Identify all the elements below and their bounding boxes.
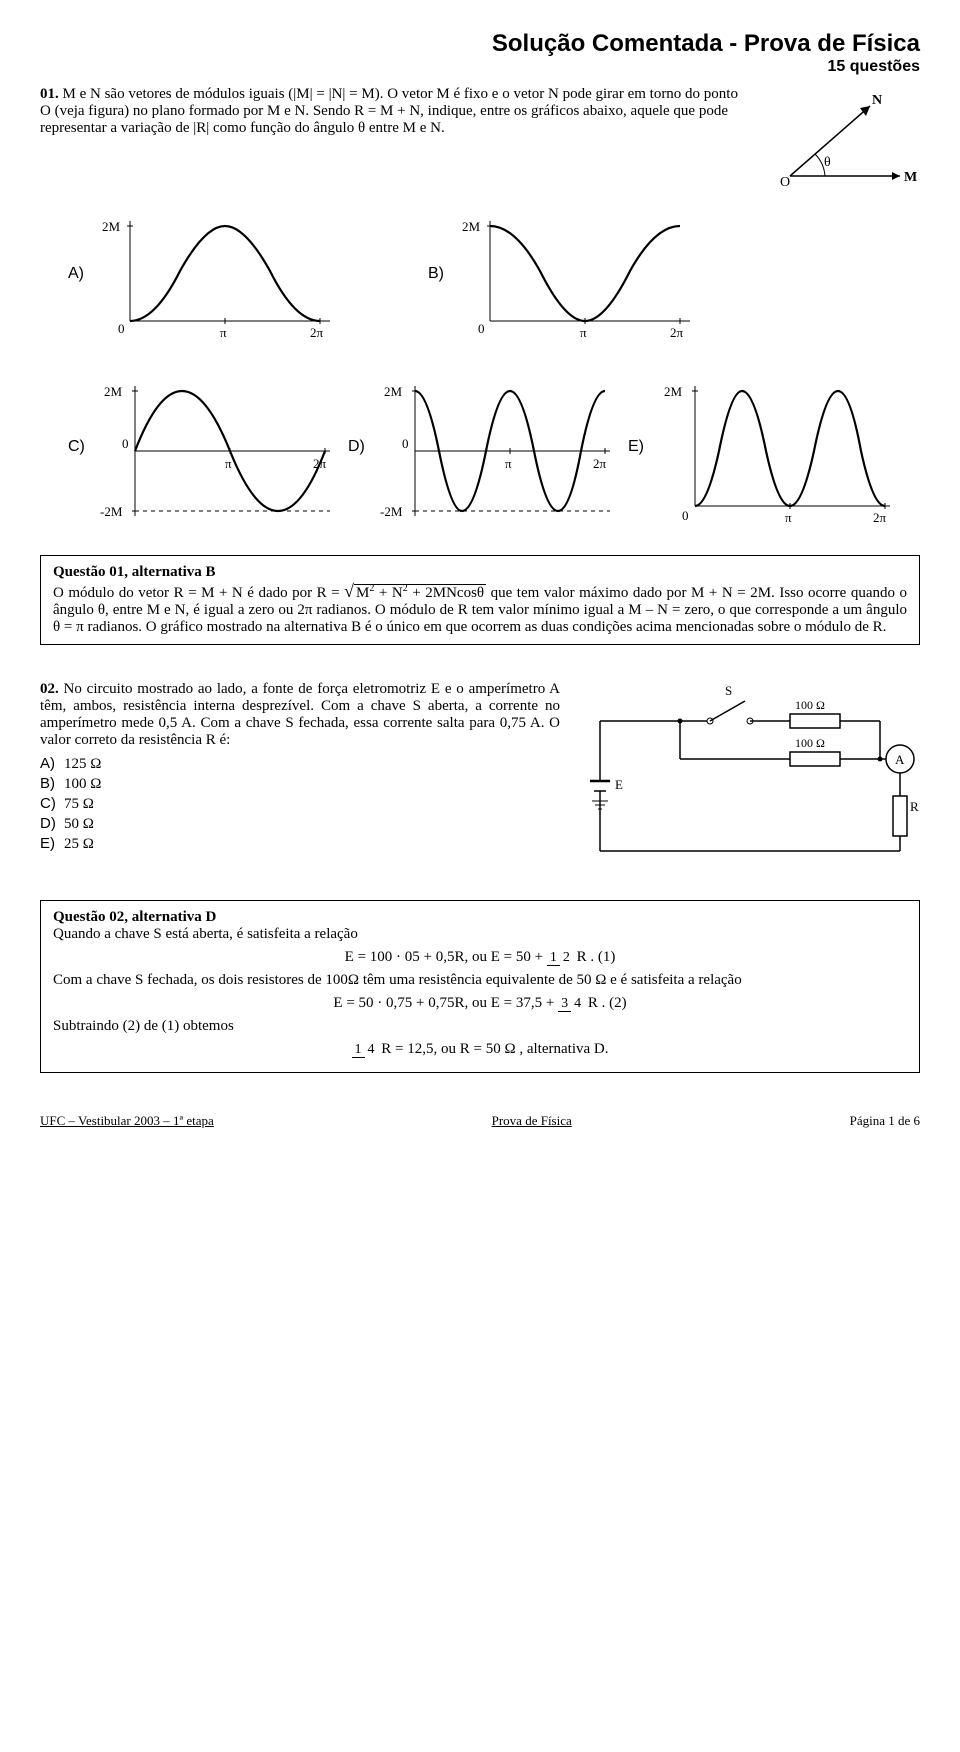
chart-C-label: C) xyxy=(68,438,85,456)
svg-text:E: E xyxy=(615,777,623,792)
question-2: 02. No circuito mostrado ao lado, a font… xyxy=(40,681,920,876)
answer-box-q2: Questão 02, alternativa D Quando a chave… xyxy=(40,900,920,1073)
svg-text:100 Ω: 100 Ω xyxy=(795,698,825,712)
vec-O: O xyxy=(780,175,790,190)
svg-text:2π: 2π xyxy=(670,325,684,340)
chart-A-label: A) xyxy=(68,265,84,283)
q2-opt-A-letter: A) xyxy=(40,755,64,772)
svg-text:π: π xyxy=(580,325,587,340)
svg-text:100 Ω: 100 Ω xyxy=(795,736,825,750)
chart-E: E) 2M 0 π 2π xyxy=(660,376,900,531)
svg-text:-2M: -2M xyxy=(380,504,403,519)
svg-text:0: 0 xyxy=(478,321,485,336)
q2-eq2: E = 50 · 0,75 + 0,75R, ou E = 37,5 + 34 … xyxy=(53,995,907,1012)
chart-B-label: B) xyxy=(428,265,444,283)
chart-C: C) 2M 0 -2M π 2π xyxy=(100,376,340,531)
svg-text:2M: 2M xyxy=(104,384,123,399)
q1-answer-title: Questão 01, alternativa B xyxy=(53,564,907,581)
q2-eq1: E = 100 · 05 + 0,5R, ou E = 50 + 12 R . … xyxy=(53,949,907,966)
svg-text:2π: 2π xyxy=(873,510,887,525)
q2-answer-l1: Quando a chave S está aberta, é satisfei… xyxy=(53,926,907,943)
svg-text:π: π xyxy=(225,456,232,471)
svg-text:2M: 2M xyxy=(664,384,683,399)
answer-box-q1: Questão 01, alternativa B O módulo do ve… xyxy=(40,555,920,645)
svg-text:2M: 2M xyxy=(384,384,403,399)
svg-text:2π: 2π xyxy=(310,325,324,340)
q2-number: 02. xyxy=(40,681,59,697)
svg-text:0: 0 xyxy=(118,321,125,336)
q2-eq3: 14 R = 12,5, ou R = 50 Ω , alternativa D… xyxy=(53,1041,907,1058)
q1-number: 01. xyxy=(40,86,59,102)
svg-text:0: 0 xyxy=(402,436,409,451)
q2-answer-l2: Com a chave S fechada, os dois resistore… xyxy=(53,972,907,989)
page-footer: UFC – Vestibular 2003 – 1ª etapa Prova d… xyxy=(40,1113,920,1129)
footer-mid: Prova de Física xyxy=(492,1113,572,1129)
svg-text:2π: 2π xyxy=(593,456,607,471)
svg-text:A: A xyxy=(895,752,905,767)
svg-text:π: π xyxy=(505,456,512,471)
q1-text: 01. M e N são vetores de módulos iguais … xyxy=(40,86,738,136)
svg-text:0: 0 xyxy=(122,436,129,451)
svg-text:2M: 2M xyxy=(462,219,481,234)
vec-M: M xyxy=(904,170,917,185)
svg-text:R: R xyxy=(910,799,919,814)
svg-text:S: S xyxy=(725,683,732,698)
page-title: Solução Comentada - Prova de Física xyxy=(40,30,920,58)
chart-B: B) 2M 0 π 2π xyxy=(460,211,700,346)
vec-N: N xyxy=(872,93,882,108)
q2-opt-A-value: 125 Ω xyxy=(64,756,101,772)
q2-opt-C-letter: C) xyxy=(40,795,64,812)
q2-opt-B-value: 100 Ω xyxy=(64,776,101,792)
q2-opt-C-value: 75 Ω xyxy=(64,796,94,812)
chart-D-label: D) xyxy=(348,438,365,456)
page-subtitle: 15 questões xyxy=(40,58,920,76)
q2-body: No circuito mostrado ao lado, a fonte de… xyxy=(40,681,560,748)
vector-figure: O M N θ xyxy=(770,86,920,201)
footer-right: Página 1 de 6 xyxy=(850,1113,920,1129)
circuit-figure: S 100 Ω 100 Ω A R xyxy=(580,681,920,876)
q2-options: A)125 Ω B)100 Ω C)75 Ω D)50 Ω E)25 Ω xyxy=(40,755,560,853)
q1-body: M e N são vetores de módulos iguais (|M|… xyxy=(40,86,738,136)
chart-D: D) 2M 0 -2M π 2π xyxy=(380,376,620,531)
svg-text:π: π xyxy=(220,325,227,340)
q2-answer-title: Questão 02, alternativa D xyxy=(53,909,907,926)
chart-A: A) 2M 0 π 2π xyxy=(100,211,340,346)
svg-text:0: 0 xyxy=(682,508,689,523)
q2-opt-D-letter: D) xyxy=(40,815,64,832)
svg-text:2M: 2M xyxy=(102,219,121,234)
q2-answer-l3: Subtraindo (2) de (1) obtemos xyxy=(53,1018,907,1035)
q2-opt-E-letter: E) xyxy=(40,835,64,852)
q1-answer-body: O módulo do vetor R = M + N é dado por R… xyxy=(53,581,907,636)
chart-E-label: E) xyxy=(628,438,644,456)
svg-text:π: π xyxy=(785,510,792,525)
vec-theta: θ xyxy=(824,155,831,170)
footer-left: UFC – Vestibular 2003 – 1ª etapa xyxy=(40,1113,214,1129)
q2-opt-D-value: 50 Ω xyxy=(64,816,94,832)
svg-text:-2M: -2M xyxy=(100,504,123,519)
question-1: 01. M e N são vetores de módulos iguais … xyxy=(40,86,920,645)
q2-opt-B-letter: B) xyxy=(40,775,64,792)
q2-opt-E-value: 25 Ω xyxy=(64,836,94,852)
